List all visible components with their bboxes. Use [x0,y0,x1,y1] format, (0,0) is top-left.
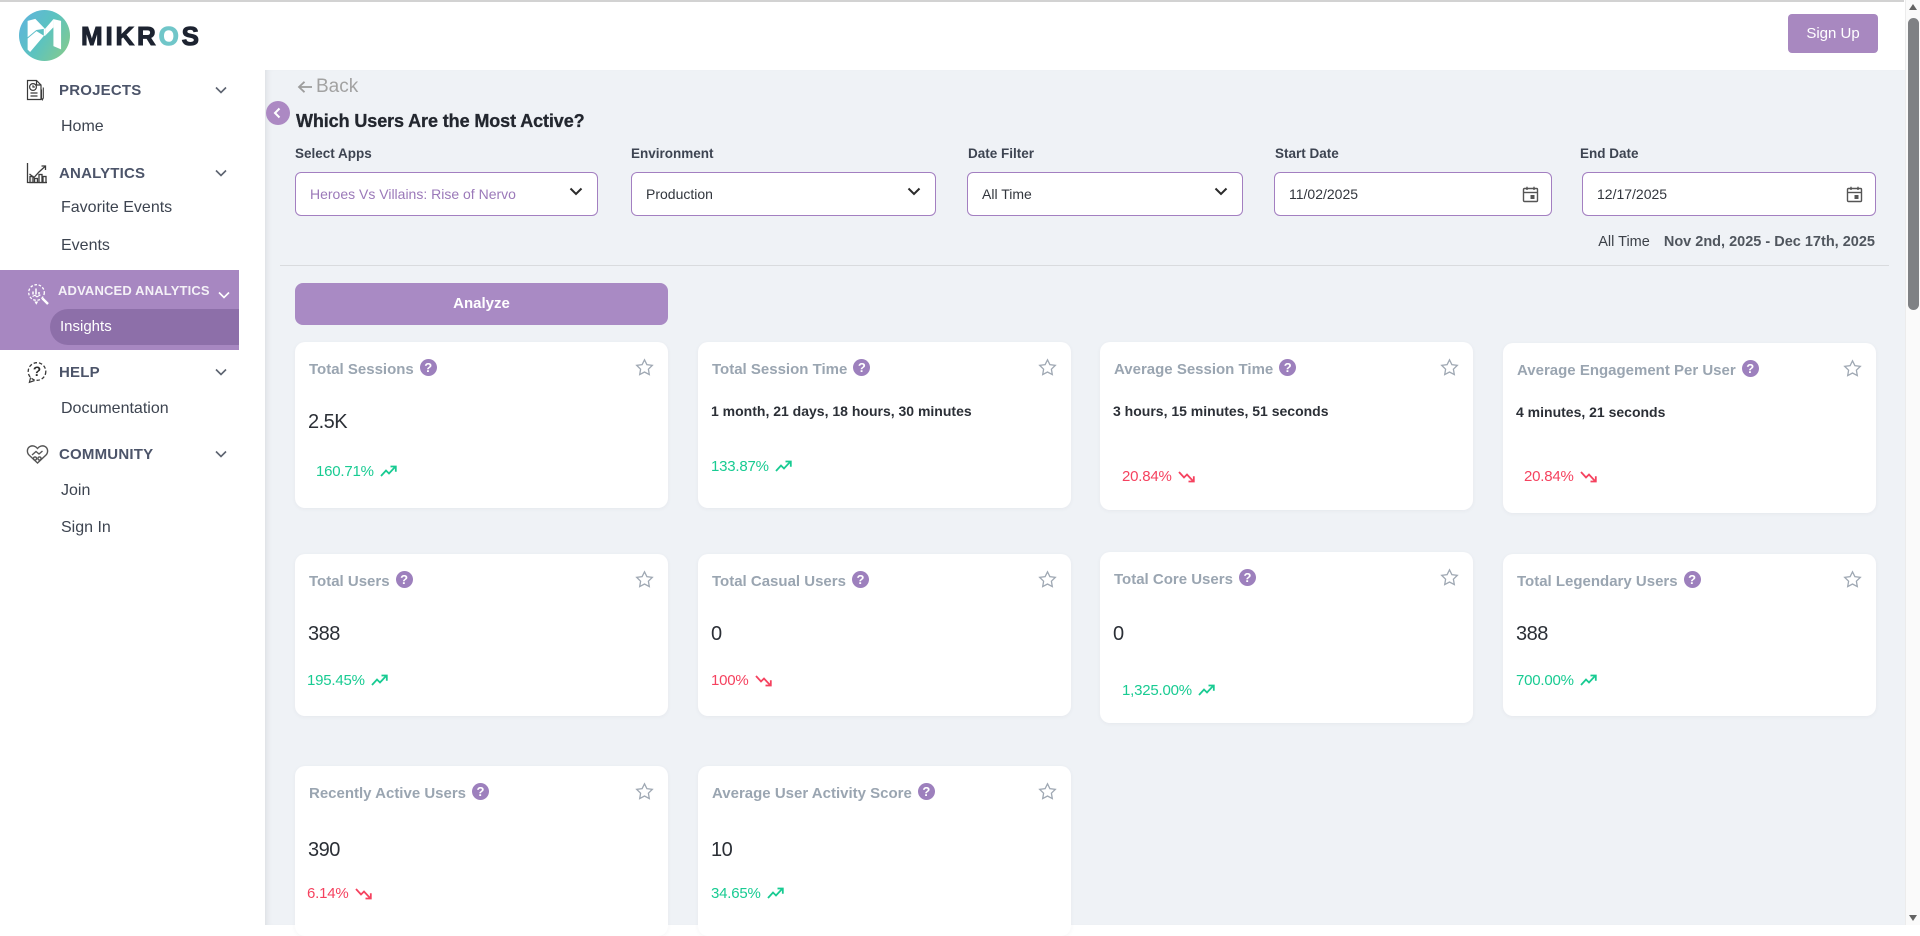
svg-text:?: ? [33,364,41,379]
